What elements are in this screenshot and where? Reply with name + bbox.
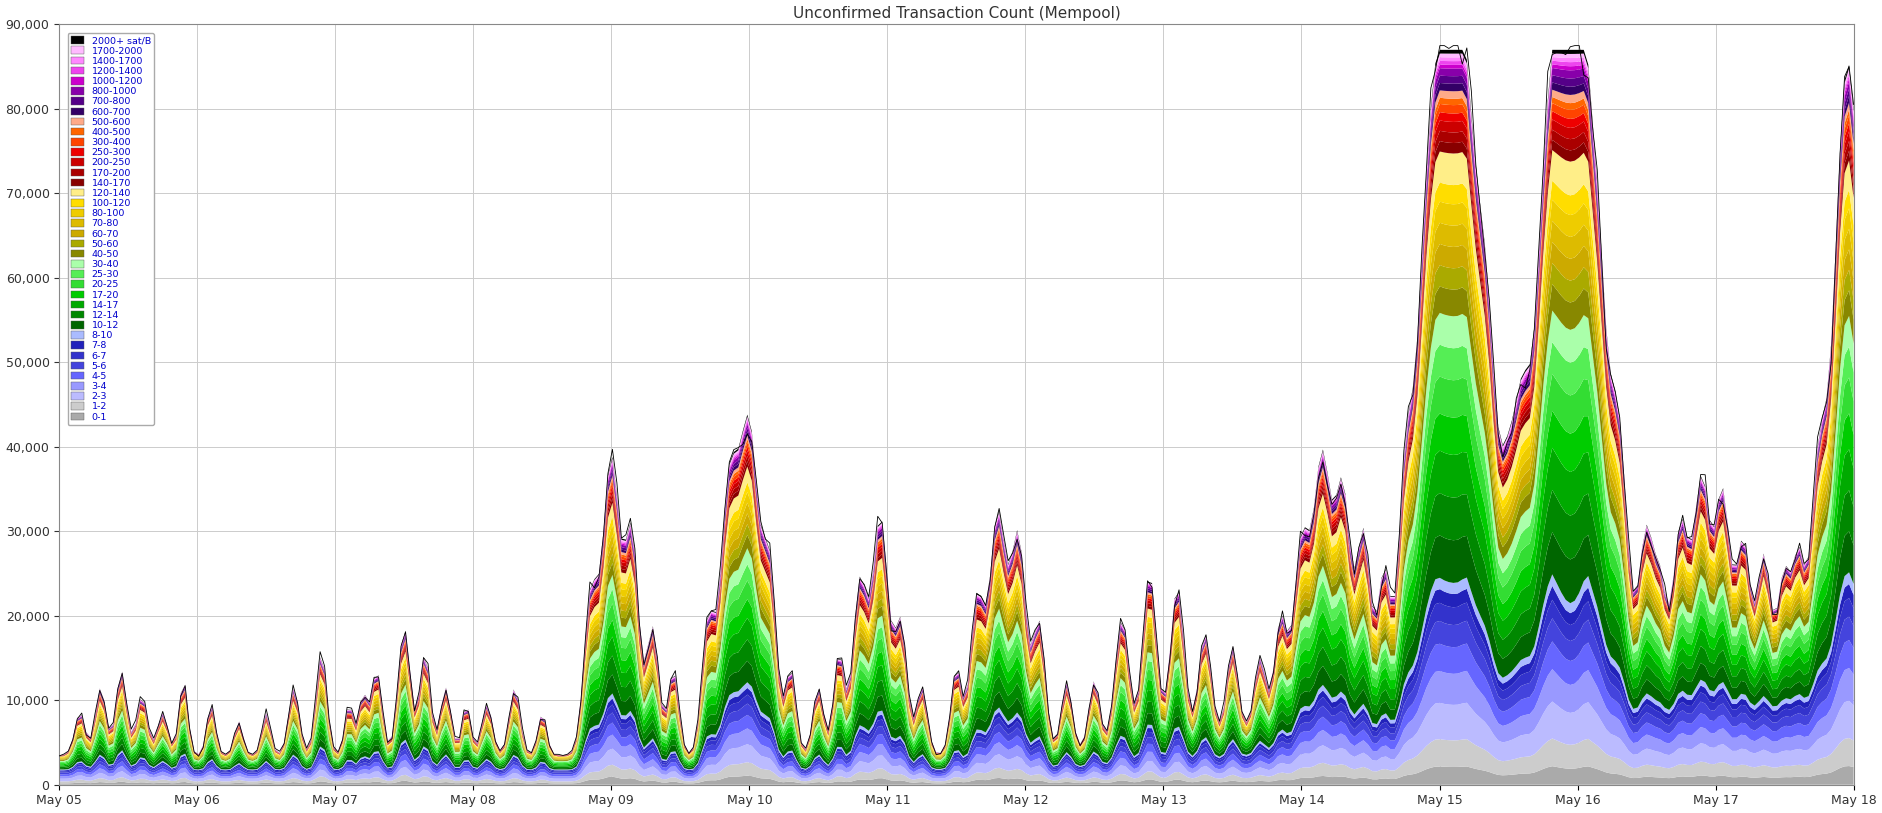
Title: Unconfirmed Transaction Count (Mempool): Unconfirmed Transaction Count (Mempool) [792, 6, 1120, 20]
Legend: 2000+ sat/B, 1700-2000, 1400-1700, 1200-1400, 1000-1200, 800-1000, 700-800, 600-: 2000+ sat/B, 1700-2000, 1400-1700, 1200-… [68, 33, 154, 425]
